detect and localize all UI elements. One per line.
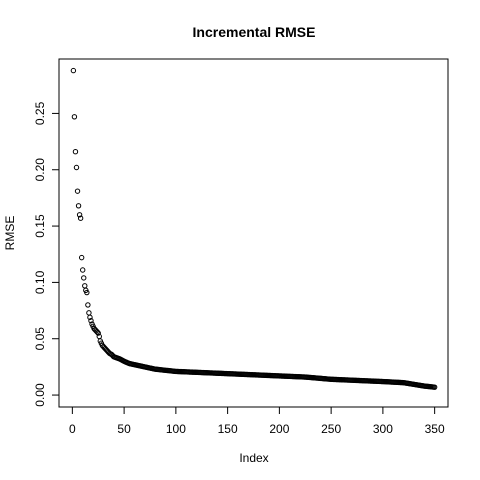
- y-axis: 0.00 0.05 0.10 0.15 0.20 0.25: [33, 101, 60, 407]
- x-axis: 0 50 100 150 200 250 300 350: [69, 406, 445, 436]
- y-tick-label: 0.15: [33, 214, 47, 238]
- x-tick-label: 300: [373, 422, 393, 436]
- x-tick-label: 0: [69, 422, 76, 436]
- y-tick-label: 0.25: [33, 101, 47, 125]
- data-point: [75, 203, 82, 209]
- data-point: [78, 254, 85, 261]
- data-point: [431, 384, 438, 390]
- x-tick-label: 100: [166, 422, 186, 436]
- data-points: [70, 67, 438, 390]
- y-tick-label: 0.20: [33, 158, 47, 182]
- data-point: [70, 67, 77, 74]
- data-point: [88, 318, 94, 324]
- data-point: [85, 302, 91, 308]
- data-point: [76, 212, 83, 218]
- chart-title: Incremental RMSE: [193, 24, 316, 40]
- y-axis-label: RMSE: [3, 216, 17, 251]
- data-point: [84, 289, 90, 296]
- data-point: [80, 267, 86, 273]
- data-point: [95, 330, 101, 336]
- data-point: [77, 215, 84, 221]
- x-axis-label: Index: [239, 451, 268, 465]
- y-tick-label: 0.05: [33, 327, 47, 351]
- x-tick-label: 350: [425, 422, 445, 436]
- y-tick-label: 0.10: [33, 270, 47, 294]
- data-point: [81, 275, 87, 281]
- data-point: [74, 188, 81, 194]
- x-tick-label: 150: [218, 422, 238, 436]
- data-point: [87, 314, 93, 321]
- x-tick-label: 200: [269, 422, 289, 436]
- x-tick-label: 250: [321, 422, 341, 436]
- data-point: [71, 114, 78, 120]
- data-point: [72, 149, 79, 155]
- data-point: [94, 329, 100, 335]
- data-point: [73, 164, 80, 171]
- x-tick-label: 50: [117, 422, 131, 436]
- y-tick-label: 0.00: [33, 383, 47, 407]
